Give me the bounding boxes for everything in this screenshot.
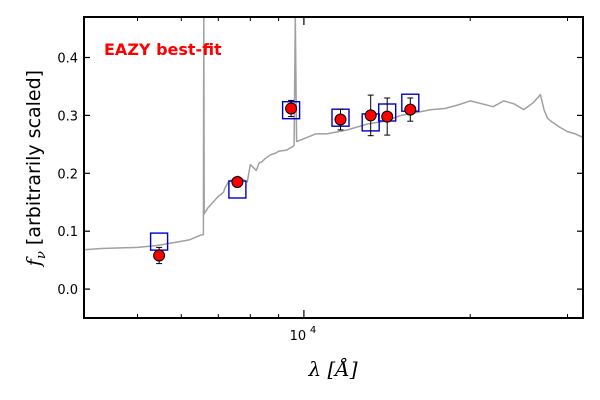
y-tick-label: 0.0 bbox=[57, 283, 78, 298]
data-layer bbox=[84, 17, 583, 265]
observed-photometry-point bbox=[381, 110, 394, 123]
plot-frame bbox=[83, 16, 584, 319]
y-axis-subscript: ν bbox=[34, 251, 49, 259]
template-spectrum-line bbox=[84, 17, 583, 251]
y-tick-label: 0.4 bbox=[57, 52, 78, 67]
observed-photometry-point bbox=[231, 176, 244, 188]
y-tick-label: 0.2 bbox=[57, 167, 78, 182]
annotation-label: EAZY best-fit bbox=[104, 40, 222, 59]
x-axis-title: λ [Å] bbox=[307, 356, 357, 381]
y-tick-label: 0.3 bbox=[57, 109, 78, 124]
observed-photometry-point bbox=[285, 102, 298, 115]
y-axis-symbol: f bbox=[23, 256, 45, 268]
y-axis-text: [arbitrarily scaled] bbox=[23, 70, 45, 245]
ticks-layer: 0.0 0.1 0.2 0.3 0.4 10 4 bbox=[57, 17, 583, 344]
x-tick-label: 10 bbox=[290, 329, 307, 344]
observed-photometry-point bbox=[334, 113, 347, 126]
y-axis-title: fν [arbitrarily scaled] bbox=[23, 70, 49, 268]
observed-photometry-point bbox=[153, 249, 166, 262]
plot-background bbox=[84, 17, 583, 318]
observed-photometry-point bbox=[404, 103, 417, 116]
y-tick-label: 0.1 bbox=[57, 225, 78, 240]
observed-photometry-point bbox=[364, 109, 377, 122]
x-tick-label-exponent: 4 bbox=[310, 325, 316, 336]
